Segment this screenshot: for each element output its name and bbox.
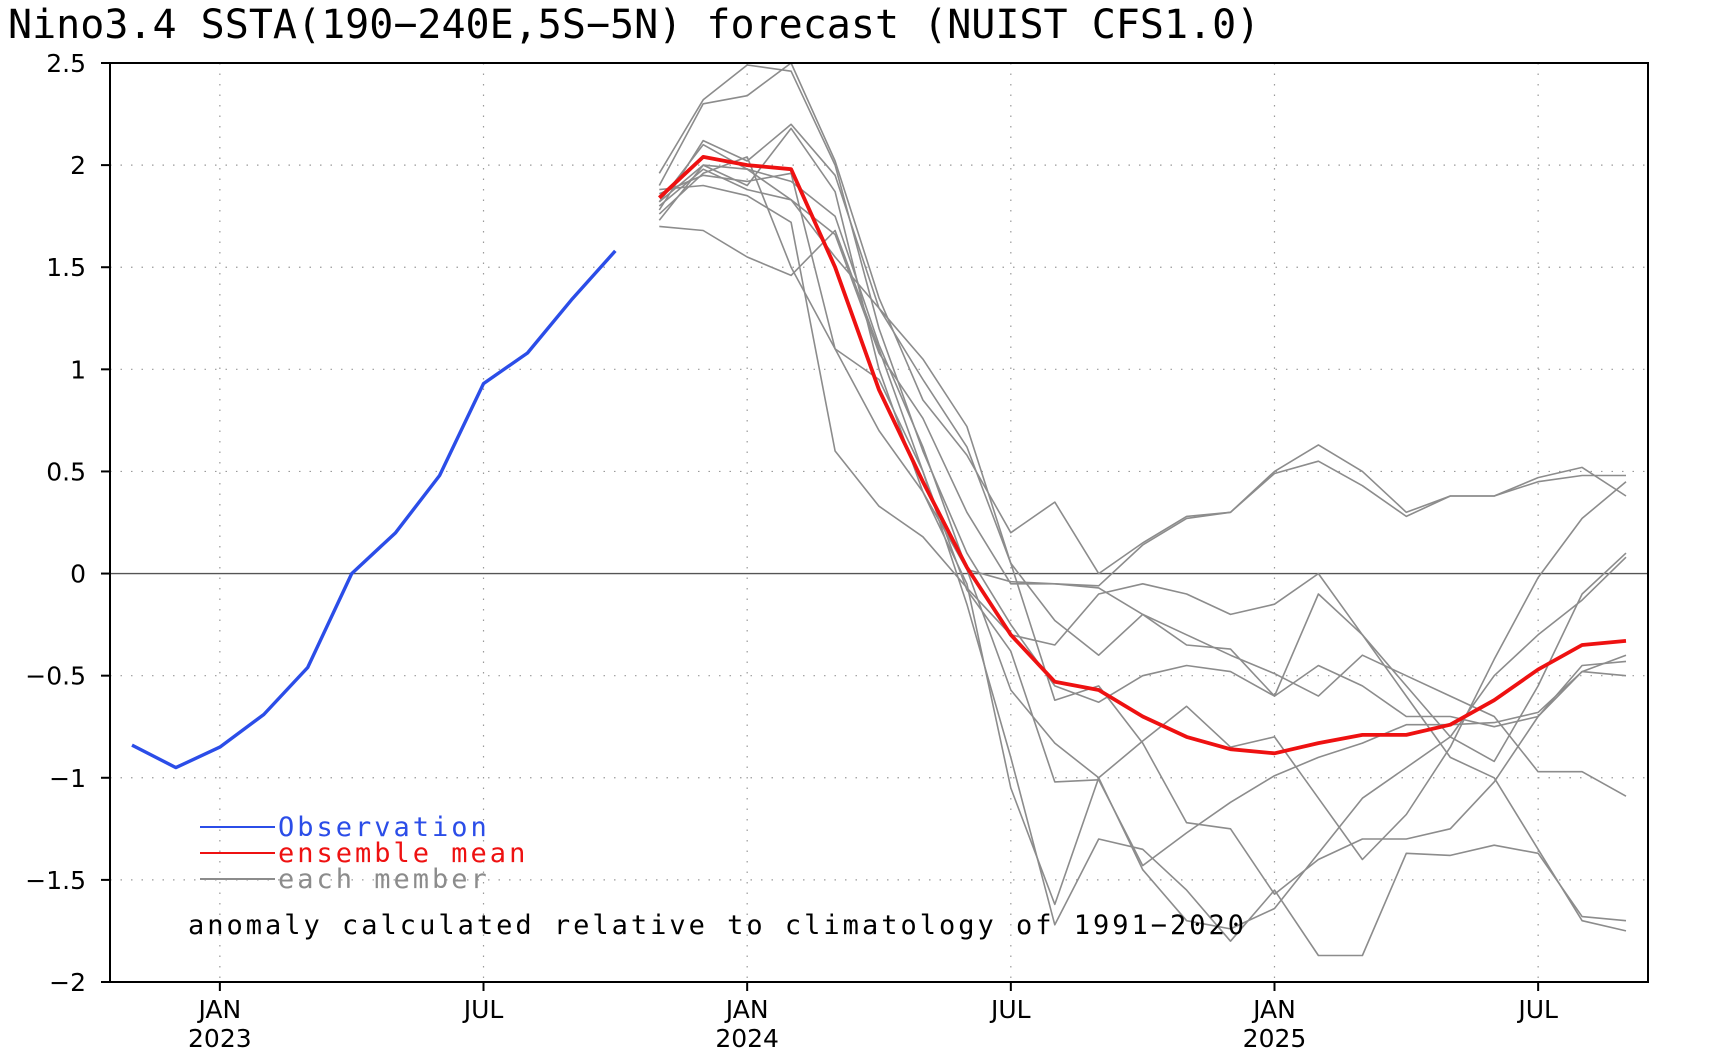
observation-line-group [131, 249, 617, 770]
y-tick-label: 0.5 [46, 457, 86, 486]
x-tick-year-label: 2023 [188, 1024, 252, 1052]
chart-title: Nino3.4 SSTA(190−240E,5S−5N) forecast (N… [8, 2, 1260, 48]
plot-frame [109, 62, 1649, 983]
y-axis: 2.5 2 1.5 1 0.5 0 −0.5 −1 −1.5 −2 [25, 49, 110, 997]
x-tick-month-label: JUL [462, 995, 504, 1024]
climatology-annotation: anomaly calculated relative to climatolo… [188, 910, 1247, 941]
legend-observation-label: Observation [278, 812, 490, 843]
y-tick-label: −1.5 [25, 866, 86, 895]
member-lines [658, 62, 1627, 957]
legend: Observation ensemble mean each member [200, 812, 528, 895]
x-tick-year-label: 2024 [715, 1024, 779, 1052]
x-tick-month-label: JAN [724, 995, 769, 1024]
member-series-line [659, 225, 1627, 867]
ensemble-mean-series-line [658, 154, 1627, 756]
x-tick-month-label: JUL [989, 995, 1031, 1024]
y-tick-label: 2.5 [46, 49, 86, 78]
legend-ensemble-mean-label: ensemble mean [278, 838, 528, 869]
member-series-line [659, 184, 1627, 932]
y-tick-label: −2 [49, 968, 86, 997]
x-tick-month-label: JAN [1251, 995, 1296, 1024]
y-tick-label: 1.5 [46, 253, 86, 282]
y-tick-label: 1 [70, 355, 86, 384]
legend-each-member-label: each member [278, 864, 490, 895]
ensemble-mean-line-group [658, 154, 1627, 756]
member-series-line [658, 156, 1627, 957]
member-series-line [658, 64, 1627, 728]
x-tick-month-label: JUL [1516, 995, 1558, 1024]
observation-series-line [131, 249, 617, 770]
y-tick-label: 2 [70, 151, 86, 180]
x-tick-month-label: JAN [196, 995, 241, 1024]
y-tick-label: −0.5 [25, 662, 86, 691]
y-tick-label: 0 [70, 560, 86, 589]
y-tick-label: −1 [49, 764, 86, 793]
member-series-line [658, 172, 1626, 587]
x-tick-year-label: 2025 [1243, 1024, 1307, 1052]
member-series-line [658, 164, 1627, 763]
